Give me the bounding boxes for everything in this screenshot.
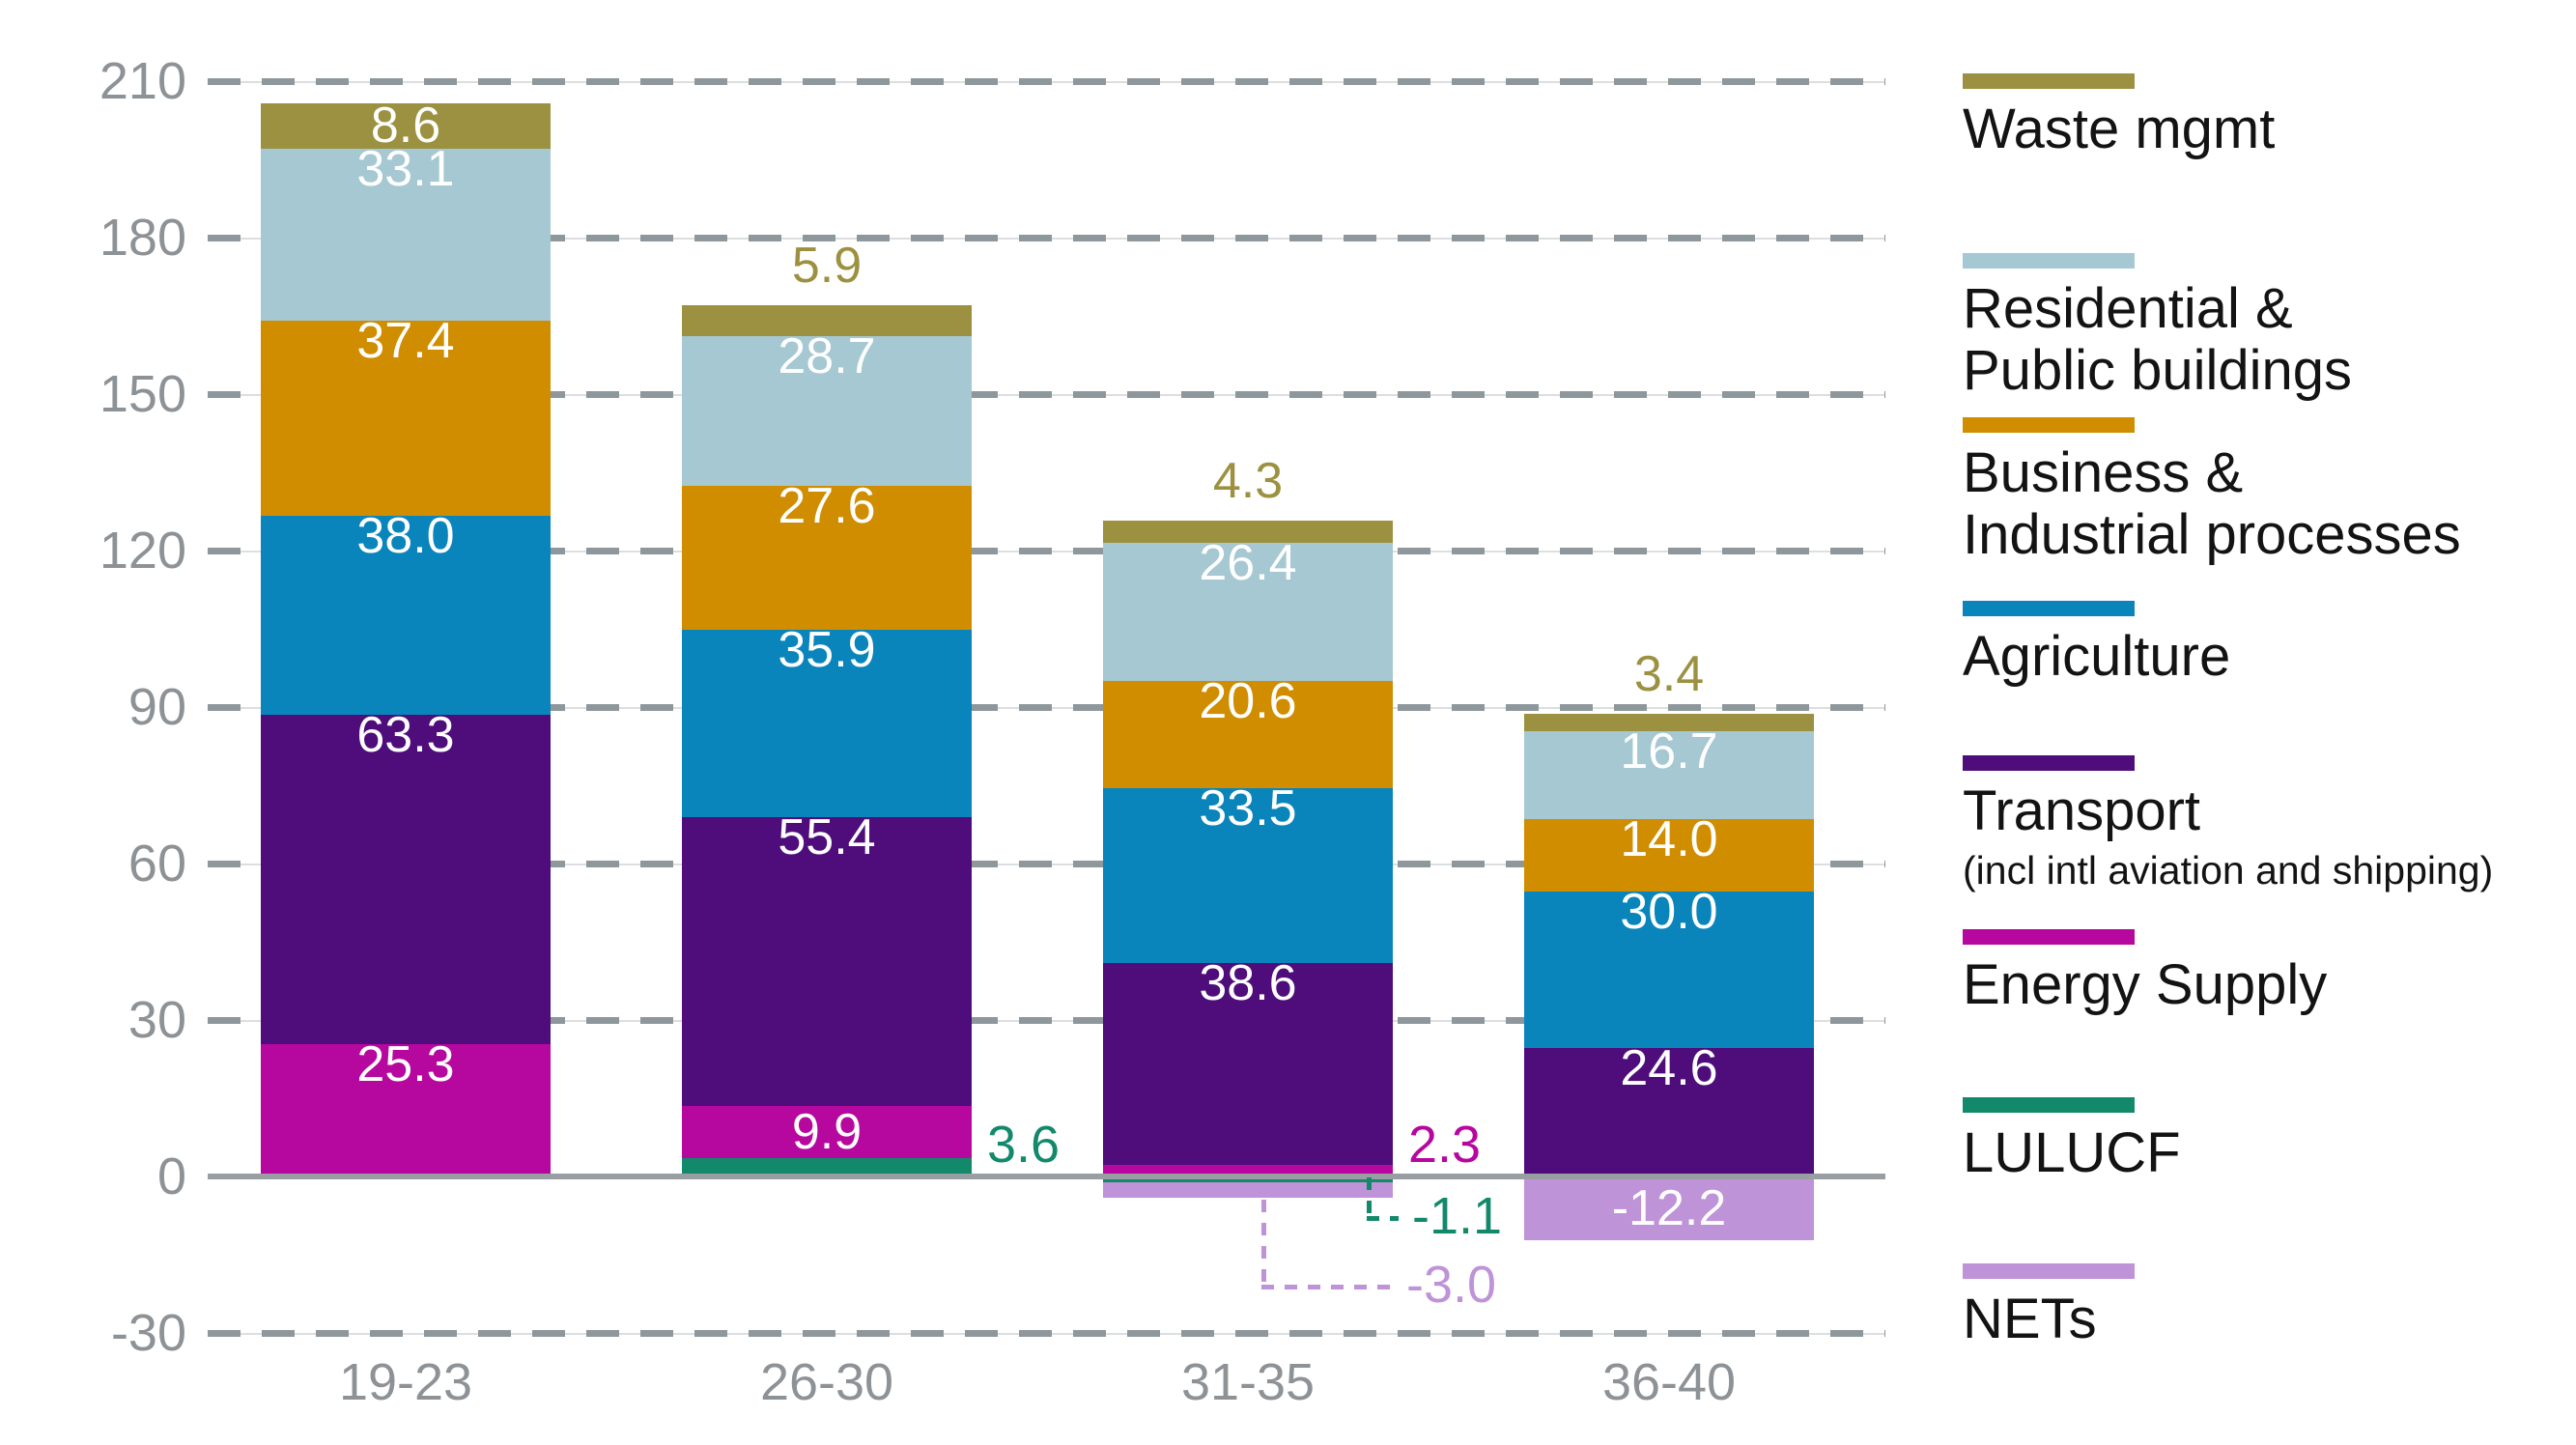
bar-segment-energy-supply	[1103, 1164, 1393, 1176]
bar-segment-agriculture	[1103, 788, 1393, 964]
gridline-150	[208, 391, 1885, 398]
segment-value-label: 26.4	[1199, 535, 1297, 592]
bar-segment-residential-public-buildings	[1103, 543, 1393, 681]
bar-segment-nets	[1524, 1176, 1814, 1240]
segment-value-label: 14.0	[1620, 810, 1718, 867]
segment-value-label: 33.5	[1199, 780, 1297, 837]
callout-label-nets: -3.0	[1406, 1256, 1497, 1314]
legend-swatch-lulucf	[1963, 1097, 2135, 1113]
y-axis-tick-label: 150	[99, 365, 186, 423]
gridline-30	[208, 1017, 1885, 1024]
legend-item-residential-buildings: Residential &	[1963, 277, 2293, 340]
segment-value-label: -12.2	[1611, 1179, 1727, 1236]
bar-segment-transport-incl-intl-aviation-and-shipping	[261, 714, 551, 1045]
legend-item-business-industrial: Industrial processes	[1963, 503, 2461, 566]
legend-swatch-agriculture	[1963, 601, 2135, 616]
segment-value-label: 35.9	[778, 622, 876, 679]
legend-item-waste-mgmt: Waste mgmt	[1963, 98, 2276, 160]
zero-baseline	[208, 1174, 1885, 1179]
bar-segment-nets	[1103, 1181, 1393, 1199]
segment-value-label: 63.3	[356, 706, 455, 763]
leader-line-nets	[1261, 1285, 1393, 1289]
segment-value-label: 9.9	[791, 1103, 863, 1160]
segment-value-label: 38.6	[1199, 955, 1297, 1012]
segment-value-label: 20.6	[1199, 673, 1297, 729]
segment-value-label: 8.6	[370, 98, 441, 155]
segment-value-label: 37.4	[356, 313, 455, 370]
bar-segment-transport-incl-intl-aviation-and-shipping	[1524, 1048, 1814, 1176]
y-axis-tick-label: 90	[127, 678, 186, 736]
leader-line-lulucf	[1367, 1177, 1372, 1218]
callout-label-energy-supply: 2.3	[1408, 1116, 1482, 1174]
legend-item-energy-supply: Energy Supply	[1963, 953, 2328, 1016]
x-axis-category-label: 26-30	[759, 1353, 894, 1411]
bar-segment-transport-incl-intl-aviation-and-shipping	[1103, 963, 1393, 1165]
y-axis-tick-label: 120	[99, 522, 186, 580]
legend-swatch-residential-buildings	[1963, 253, 2135, 269]
callout-label-lulucf: 3.6	[987, 1116, 1061, 1174]
legend-swatch-energy-supply	[1963, 929, 2135, 945]
x-axis-category-label: 19-23	[338, 1353, 473, 1411]
y-axis-tick-label: 30	[127, 991, 186, 1049]
bar-segment-agriculture	[1524, 892, 1814, 1049]
bar-segment-waste-mgmt	[261, 103, 551, 149]
segment-value-label: 28.7	[778, 328, 876, 385]
gridline-60	[208, 861, 1885, 867]
segment-value-label: 16.7	[1620, 723, 1718, 780]
waste-total-label: 4.3	[1212, 453, 1284, 510]
legend-item-agriculture: Agriculture	[1963, 625, 2231, 688]
segment-value-label: 27.6	[778, 478, 876, 535]
segment-value-label: 55.4	[778, 808, 876, 865]
gridline-90	[208, 704, 1885, 711]
x-axis-category-label: 31-35	[1180, 1353, 1316, 1411]
y-axis-tick-label: -30	[110, 1304, 186, 1362]
legend-sublabel-transport: (incl intl aviation and shipping)	[1963, 848, 2494, 892]
y-axis-tick-label: 60	[127, 835, 186, 892]
legend-swatch-waste-mgmt	[1963, 73, 2135, 89]
gridline--30	[208, 1330, 1885, 1337]
legend-item-transport: Transport	[1963, 779, 2201, 842]
gridline-180	[208, 235, 1885, 241]
legend-swatch-business-industrial	[1963, 417, 2135, 433]
bar-segment-transport-incl-intl-aviation-and-shipping	[682, 816, 972, 1107]
bar-segment-lulucf	[682, 1157, 972, 1176]
bar-segment-residential-public-buildings	[682, 336, 972, 487]
bar-segment-energy-supply	[261, 1044, 551, 1176]
bar-segment-waste-mgmt	[682, 305, 972, 337]
leader-line-nets	[1261, 1200, 1266, 1287]
legend-item-residential-buildings: Public buildings	[1963, 339, 2353, 402]
bar-segment-energy-supply	[682, 1106, 972, 1158]
callout-label-lulucf: -1.1	[1412, 1187, 1503, 1245]
bar-segment-waste-mgmt	[1103, 521, 1393, 544]
waste-total-label: 5.9	[791, 238, 863, 295]
legend-item-business-industrial: Business &	[1963, 441, 2244, 504]
legend-item-nets: NETs	[1963, 1288, 2097, 1350]
y-axis-tick-label: 210	[99, 52, 186, 110]
gridline-120	[208, 548, 1885, 554]
bar-segment-agriculture	[261, 516, 551, 715]
segment-value-label: 24.6	[1620, 1040, 1718, 1097]
bar-segment-waste-mgmt	[1524, 714, 1814, 732]
segment-value-label: 33.1	[356, 140, 455, 197]
segment-value-label: 38.0	[356, 508, 455, 565]
gridline-210	[208, 78, 1885, 85]
leader-line-lulucf	[1367, 1216, 1399, 1221]
y-axis-tick-label: 0	[156, 1148, 186, 1205]
bar-segment-business-industrial-processes	[682, 486, 972, 631]
x-axis-category-label: 36-40	[1601, 1353, 1737, 1411]
y-axis-tick-label: 180	[99, 209, 186, 267]
segment-value-label: 30.0	[1620, 884, 1718, 941]
bar-segment-agriculture	[682, 630, 972, 817]
segment-value-label: 25.3	[356, 1036, 455, 1093]
bar-segment-residential-public-buildings	[261, 148, 551, 322]
bar-segment-business-industrial-processes	[1524, 818, 1814, 892]
legend-swatch-nets	[1963, 1263, 2135, 1279]
waste-total-label: 3.4	[1633, 646, 1705, 703]
legend-swatch-transport	[1963, 755, 2135, 771]
bar-segment-business-industrial-processes	[1103, 681, 1393, 789]
bar-segment-business-industrial-processes	[261, 321, 551, 517]
bar-segment-residential-public-buildings	[1524, 731, 1814, 819]
legend-item-lulucf: LULUCF	[1963, 1121, 2181, 1184]
